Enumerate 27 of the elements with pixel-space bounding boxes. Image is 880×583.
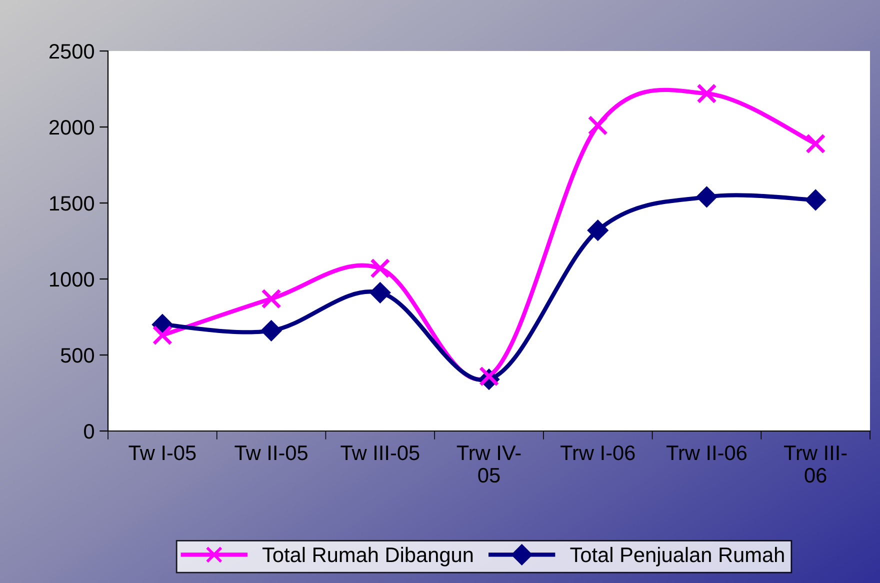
point (696, 83, 717, 104)
point (152, 325, 172, 346)
point (370, 282, 391, 304)
legend-label: Total Rumah Dibangun (262, 546, 473, 566)
point (370, 258, 390, 278)
x-tick-label: Tw II-05 (234, 445, 308, 460)
x-tick-label: Trw I-06 (560, 445, 635, 460)
y-tick-label: 1500 (50, 196, 94, 211)
x-tick-label: Trw II-06 (666, 445, 747, 460)
point (805, 189, 826, 210)
x-tick-label: Trw III- 06 (784, 446, 847, 483)
point (696, 186, 718, 208)
y-tick-label: 1000 (50, 272, 94, 287)
y-tick-label: 2500 (50, 44, 94, 59)
y-tick-label: 500 (60, 348, 94, 363)
x-tick-label: Tw I-05 (128, 445, 196, 460)
y-tick-label: 2000 (50, 120, 94, 135)
point (806, 134, 826, 154)
x-tick-label: Trw IV- 05 (456, 446, 521, 483)
y-tick-label: 0 (84, 424, 94, 439)
point (587, 220, 608, 241)
point (261, 288, 282, 309)
legend-label: Total Penjualan Rumah (570, 546, 784, 566)
point (478, 366, 500, 386)
point (260, 320, 282, 342)
x-tick-label: Tw III-05 (340, 445, 420, 460)
point (588, 115, 608, 136)
